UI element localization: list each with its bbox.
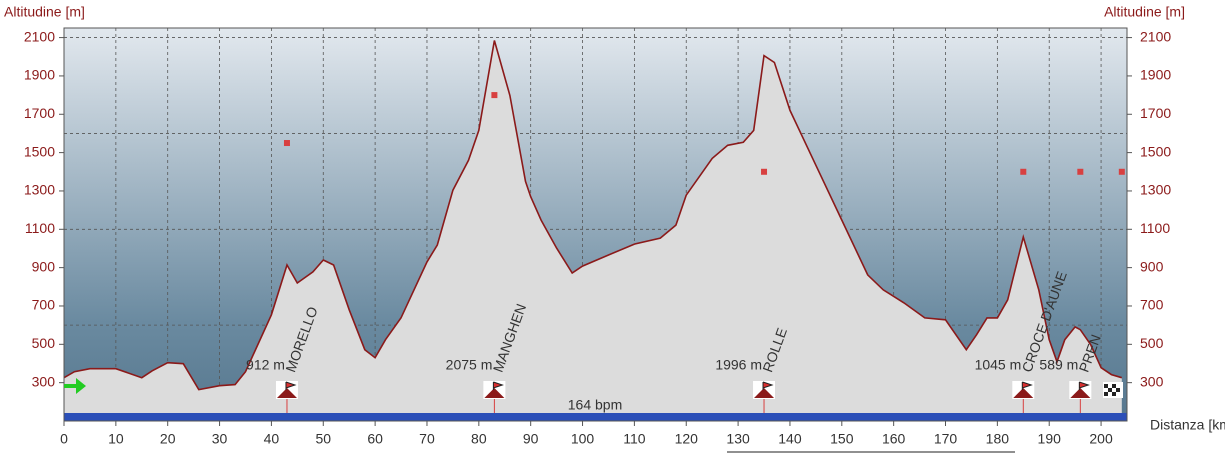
y2-tick-label: 1500 xyxy=(1140,143,1171,159)
x-tick-label: 80 xyxy=(471,431,487,447)
climb-altitude: 912 m xyxy=(246,357,285,373)
y-tick-label: 900 xyxy=(32,258,56,274)
y2-tick-label: 1100 xyxy=(1140,220,1170,236)
start-arrow xyxy=(64,378,86,394)
x-tick-label: 120 xyxy=(675,431,699,447)
flag-pennant xyxy=(492,381,504,390)
y-tick-label: 1500 xyxy=(24,143,55,159)
flag-mountain xyxy=(754,388,775,398)
y-tick-label: 300 xyxy=(32,373,56,389)
y-tick-label: 1700 xyxy=(24,105,55,121)
flag-mountain xyxy=(1070,388,1091,398)
flag-mountain xyxy=(276,388,297,398)
plot-frame xyxy=(63,27,1128,422)
x-tick-label: 70 xyxy=(419,431,435,447)
marker xyxy=(1020,168,1027,175)
x-tick-label: 0 xyxy=(60,431,68,447)
x-tick-label: 110 xyxy=(623,431,646,447)
x-tick-label: 20 xyxy=(160,431,176,447)
marker xyxy=(491,92,498,99)
y-tick-label: 1100 xyxy=(25,220,55,236)
marker xyxy=(1118,168,1125,175)
x-tick-label: 90 xyxy=(523,431,539,447)
y2-tick-label: 500 xyxy=(1140,335,1164,351)
x-tick-label: 200 xyxy=(1089,431,1113,447)
x-tick-label: 160 xyxy=(882,431,906,447)
climb-altitude: 1045 m xyxy=(975,357,1022,373)
x-tick-label: 140 xyxy=(778,431,802,447)
x-axis-label: Distanza [km] xyxy=(1150,417,1225,433)
climb-flag xyxy=(275,381,298,399)
climb-altitude: 1996 m xyxy=(715,357,762,373)
y-tick-label: 1900 xyxy=(24,67,55,83)
flag-pennant xyxy=(762,381,774,390)
marker xyxy=(761,168,768,175)
y2-tick-label: 300 xyxy=(1140,373,1164,389)
climb-flag xyxy=(1012,381,1035,399)
profile-area xyxy=(64,40,1122,421)
y-axis-label: Altitudine [m] xyxy=(4,4,85,20)
y-tick-label: 1300 xyxy=(24,182,55,198)
y-tick-label: 2100 xyxy=(24,28,55,44)
y2-tick-label: 1700 xyxy=(1140,105,1171,121)
x-tick-label: 50 xyxy=(315,431,331,447)
x-tick-label: 30 xyxy=(212,431,228,447)
profile-line xyxy=(63,40,1123,391)
flag-pennant xyxy=(285,381,297,390)
x-tick-label: 150 xyxy=(830,431,854,447)
x-tick-label: 100 xyxy=(571,431,595,447)
band-label: 164 bpm xyxy=(568,397,622,413)
y2-tick-label: 1300 xyxy=(1140,182,1171,198)
x-tick-label: 170 xyxy=(934,431,958,447)
flag-pennant xyxy=(1078,381,1090,390)
y2-tick-label: 1900 xyxy=(1140,67,1171,83)
x-tick-label: 190 xyxy=(1038,431,1062,447)
climb-altitude: 589 m xyxy=(1039,357,1078,373)
y2-tick-label: 900 xyxy=(1140,258,1164,274)
flag-mountain xyxy=(1013,388,1034,398)
finish-flag xyxy=(1103,382,1123,398)
climb-altitude: 2075 m xyxy=(446,357,493,373)
climb-flag xyxy=(753,381,776,399)
x-tick-label: 10 xyxy=(108,431,124,447)
bpm-band xyxy=(64,413,1127,421)
x-tick-label: 40 xyxy=(264,431,280,447)
marker xyxy=(283,140,290,147)
x-tick-label: 60 xyxy=(367,431,383,447)
x-tick-label: 130 xyxy=(726,431,750,447)
x-tick-label: 180 xyxy=(986,431,1010,447)
climb-flag xyxy=(1069,381,1092,399)
y2-tick-label: 700 xyxy=(1140,297,1164,313)
marker xyxy=(1077,168,1084,175)
climb-flag xyxy=(483,381,506,399)
flag-mountain xyxy=(484,388,505,398)
y-tick-label: 500 xyxy=(32,335,56,351)
y2-axis-label: Altitudine [m] xyxy=(1104,4,1185,20)
flag-pennant xyxy=(1021,381,1033,390)
y2-tick-label: 2100 xyxy=(1140,28,1171,44)
y-tick-label: 700 xyxy=(32,297,56,313)
